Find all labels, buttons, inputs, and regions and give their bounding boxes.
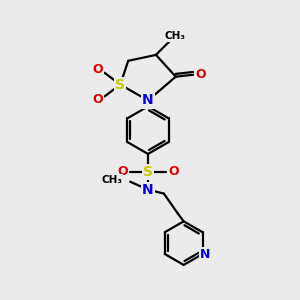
Text: N: N (142, 94, 154, 107)
Text: O: O (117, 165, 128, 178)
Text: O: O (92, 93, 103, 106)
Text: O: O (92, 63, 103, 76)
Text: N: N (200, 248, 211, 260)
Text: N: N (142, 183, 154, 196)
Text: S: S (115, 78, 125, 92)
Text: O: O (195, 68, 206, 81)
Text: S: S (143, 165, 153, 179)
Text: O: O (169, 165, 179, 178)
Text: CH₃: CH₃ (164, 31, 185, 41)
Text: CH₃: CH₃ (101, 175, 122, 185)
